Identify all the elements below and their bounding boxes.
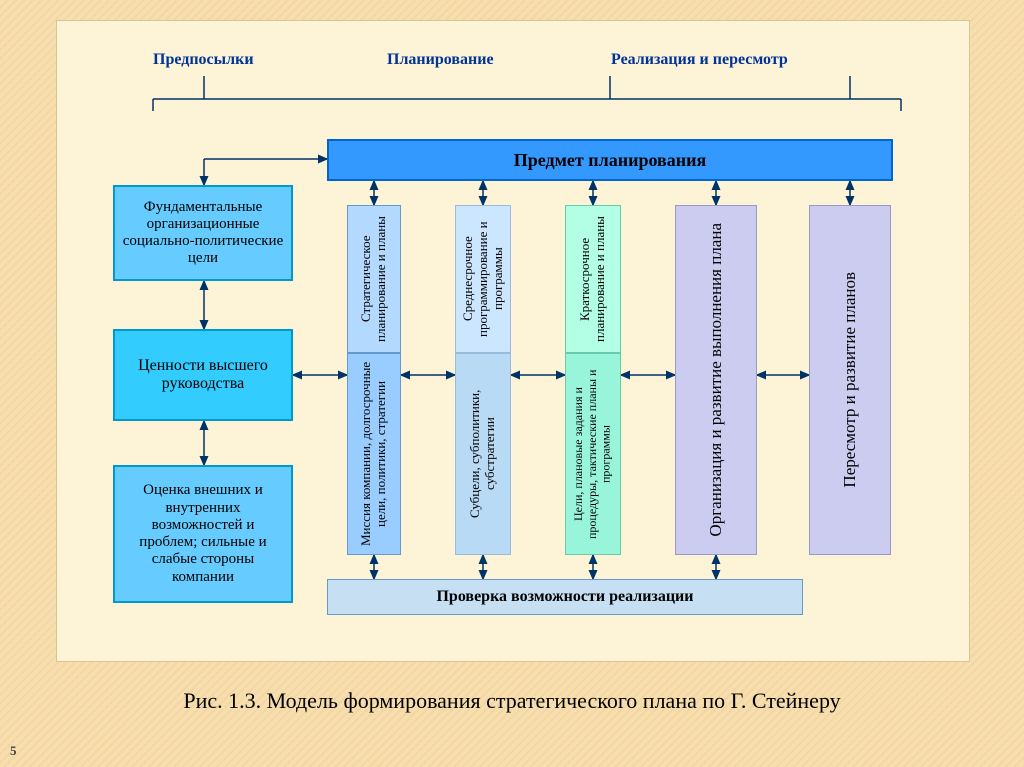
box-col3_top: Краткосрочное планирование и планы: [565, 205, 621, 353]
box-subject: Предмет планирования: [327, 139, 893, 181]
diagram-panel: Предпосылки Планирование Реализация и пе…: [56, 20, 970, 662]
box-left2: Ценности высшего руководства: [113, 329, 293, 421]
box-col1_top: Стратегическое планирование и планы: [347, 205, 401, 353]
header-realization: Реализация и пересмотр: [611, 51, 788, 69]
box-left3: Оценка внешних и внутренних возможностей…: [113, 465, 293, 603]
page-number: 5: [10, 743, 17, 759]
box-left1: Фундаментальные организационные социальн…: [113, 185, 293, 281]
box-col5: Пересмотр и развитие планов: [809, 205, 891, 555]
box-col1_bot: Миссия компании, долгосрочные цели, поли…: [347, 353, 401, 555]
box-col3_bot: Цели, плановые задания и процедуры, такт…: [565, 353, 621, 555]
box-col2_top: Среднесрочное программирование и програм…: [455, 205, 511, 353]
figure-caption: Рис. 1.3. Модель формирования стратегиче…: [0, 688, 1024, 714]
box-col4: Организация и развитие выполнения плана: [675, 205, 757, 555]
header-planning: Планирование: [387, 51, 494, 69]
box-col2_bot: Субцели, субполитики, субстратегии: [455, 353, 511, 555]
header-premises: Предпосылки: [153, 51, 254, 69]
box-check: Проверка возможности реализации: [327, 579, 803, 615]
